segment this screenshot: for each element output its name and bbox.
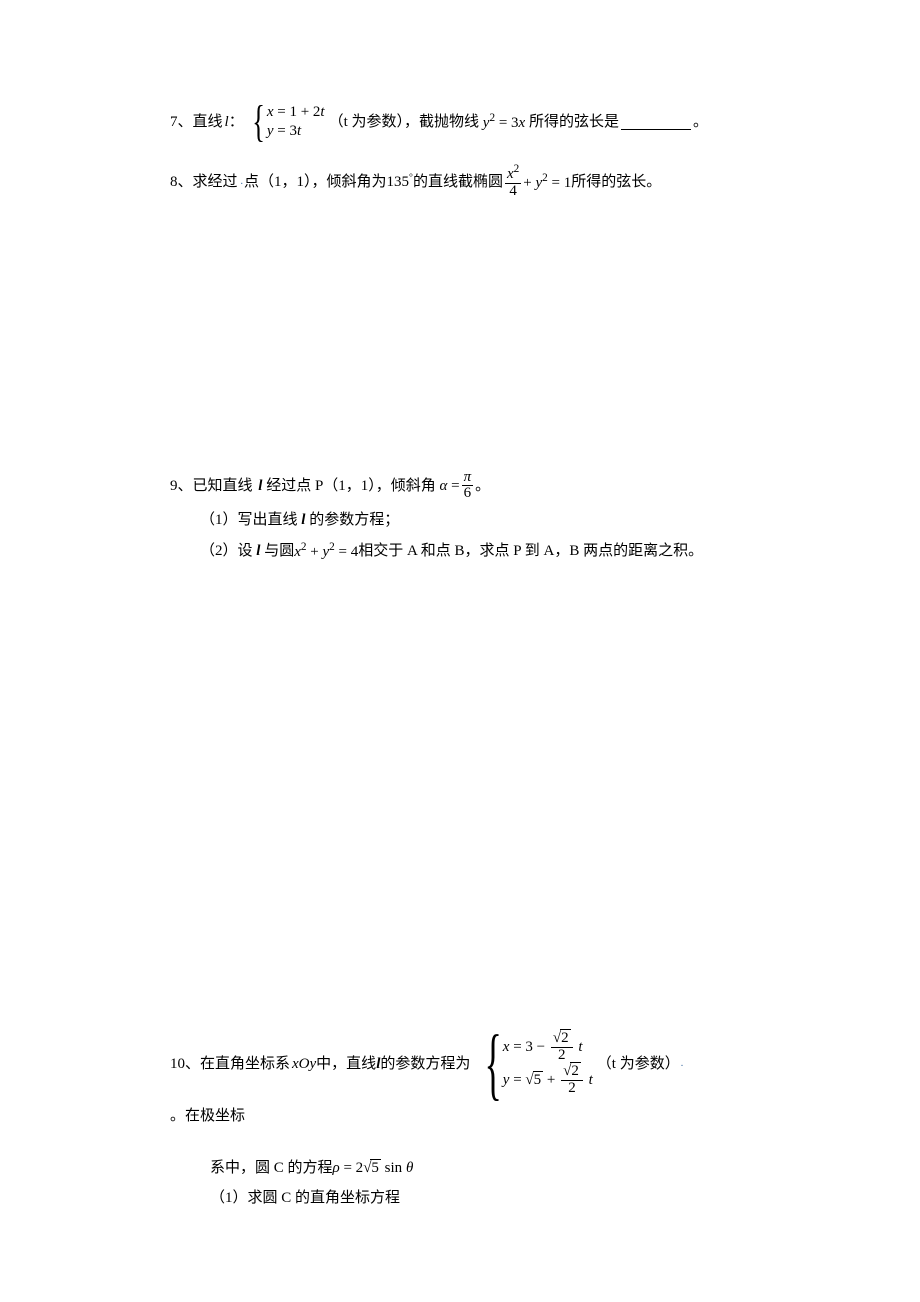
problem-10-sub1: （1）求圆 C 的直角坐标方程 — [170, 1186, 750, 1210]
problem-8-line: 8、求经过 . 点（1，1），倾斜角为 135° 的直线截椭圆 x2 4 + y… — [170, 164, 750, 200]
pi-numerator: π — [462, 470, 474, 487]
frac-sqrt2-over-2-a: 2 2 — [551, 1031, 573, 1064]
angle-135: 135° — [387, 170, 413, 194]
six-denominator: 6 — [462, 486, 474, 502]
left-brace-icon: { — [252, 100, 265, 144]
in-line: 中，直线 — [316, 1052, 376, 1076]
problem-9-line: 9、已知直线 l 经过点 P（1，1），倾斜角 α = π 6 。 — [170, 470, 750, 503]
circle-c-text: 系中，圆 C 的方程 — [210, 1156, 333, 1180]
parametric-brace: { x = 1 + 2t y = 3t — [248, 100, 325, 144]
period: 。 — [693, 110, 708, 134]
sub2-pre: （2）设 l 与圆 — [200, 539, 294, 563]
chord-end: 所得的弦长。 — [571, 170, 661, 194]
eq10-y: y = 5 + 2 2 t — [503, 1064, 593, 1097]
sub1-text: （1）写出直线 l 的参数方程； — [200, 512, 399, 528]
ellipse-pre: 的直线截椭圆 — [413, 170, 503, 194]
frac-sqrt2-over-2-b: 2 2 — [561, 1064, 583, 1097]
sub2-post: 相交于 A 和点 B，求点 P 到 A，B 两点的距离之积。 — [358, 539, 703, 563]
eq10-x: x = 3 − 2 2 t — [503, 1031, 593, 1064]
fraction-denominator: 4 — [507, 184, 519, 200]
sqrt2-num-b: 2 — [561, 1064, 583, 1081]
fraction-x2-over-4: x2 4 — [505, 164, 521, 200]
problem-7-line: 7、直线 l ： { x = 1 + 2t y = 3t （t 为参数），截抛物… — [170, 100, 750, 144]
worksheet-page: 7、直线 l ： { x = 1 + 2t y = 3t （t 为参数），截抛物… — [0, 0, 920, 1302]
xoy: xOy — [292, 1052, 316, 1076]
eq-x: x = 1 + 2t — [267, 103, 325, 122]
problem-9-label: 9、已知直线 — [170, 474, 253, 498]
rho: ρ — [333, 1156, 340, 1180]
left-brace-big-icon: { — [485, 1024, 502, 1104]
parametric-brace-10: { x = 3 − 2 2 t y = 5 + 2 — [474, 1024, 592, 1104]
problem-10-line1: 10、在直角坐标系 xOy 中，直线 l 的参数方程为 { x = 3 − 2 … — [170, 1024, 750, 1128]
problem-9-sub1: （1）写出直线 l 的参数方程； — [170, 508, 750, 532]
p9-period: 。 — [475, 474, 490, 498]
parametric-equations: x = 1 + 2t y = 3t — [267, 103, 325, 141]
problem-9: 9、已知直线 l 经过点 P（1，1），倾斜角 α = π 6 。 （1）写出直… — [170, 470, 750, 565]
problem-8: 8、求经过 . 点（1，1），倾斜角为 135° 的直线截椭圆 x2 4 + y… — [170, 164, 750, 200]
problem-9-sub2: （2）设 l 与圆 x2 + y2 = 4 相交于 A 和点 B，求点 P 到 … — [170, 538, 750, 564]
problem-10-line2: 系中，圆 C 的方程 ρ = 25 sin θ — [170, 1156, 750, 1180]
through-point: 经过点 P（1，1），倾斜角 — [266, 474, 436, 498]
eq-y: y = 3t — [267, 122, 325, 141]
fraction-pi-over-6: π 6 — [462, 470, 474, 503]
problem-8-label: 8、求经过 — [170, 170, 238, 194]
two-den-b: 2 — [566, 1081, 578, 1097]
param-text: （t 为参数），截抛物线 — [329, 110, 479, 134]
ellipse-rest: + y2 = 1 — [523, 169, 571, 195]
point-text: 点（1，1），倾斜角为 — [244, 170, 387, 194]
polar-pre: 。在极坐标 — [170, 1104, 245, 1128]
answer-blank[interactable] — [621, 114, 691, 130]
two-den-a: 2 — [556, 1048, 568, 1064]
colon: ： — [229, 110, 244, 134]
edit-dot-icon-2: . — [680, 1056, 685, 1072]
circle-eq: x2 + y2 = 4 — [294, 538, 358, 564]
parabola-eq: y2 = 3x — [479, 109, 529, 135]
fraction-numerator: x2 — [505, 164, 521, 184]
t-param: （t 为参数） — [597, 1052, 680, 1076]
param-of: 的参数方程为 — [380, 1052, 470, 1076]
line-l: l — [255, 474, 267, 498]
rho-eq: = 25 sin θ — [340, 1156, 414, 1180]
problem-7-label: 7、直线 — [170, 110, 223, 134]
problem-7: 7、直线 l ： { x = 1 + 2t y = 3t （t 为参数），截抛物… — [170, 100, 750, 144]
problem-10-label: 10、在直角坐标系 — [170, 1052, 290, 1076]
chord-text: 所得的弦长是 — [529, 110, 619, 134]
problem-10: 10、在直角坐标系 xOy 中，直线 l 的参数方程为 { x = 3 − 2 … — [170, 1024, 750, 1210]
sqrt2-num-a: 2 — [551, 1031, 573, 1048]
sub1-text-10: （1）求圆 C 的直角坐标方程 — [210, 1190, 400, 1206]
parametric-eqs-10: x = 3 − 2 2 t y = 5 + 2 2 t — [503, 1031, 593, 1097]
alpha-eq: α = — [436, 474, 460, 498]
